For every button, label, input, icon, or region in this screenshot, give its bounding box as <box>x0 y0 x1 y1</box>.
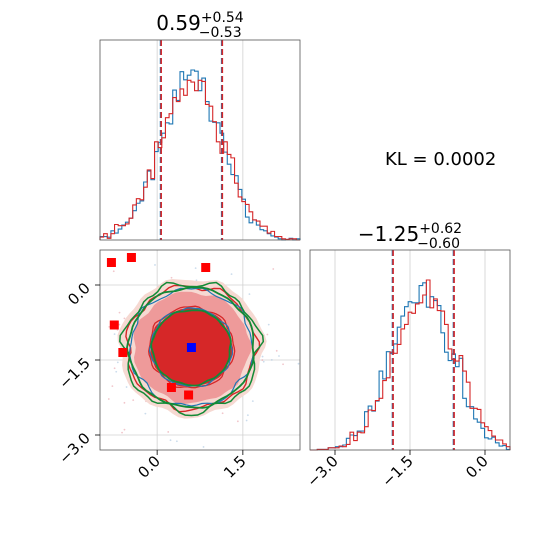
kl-annotation: KL = 0.0002 <box>385 149 496 170</box>
scatter-point <box>230 273 233 276</box>
scatter-point <box>132 399 135 402</box>
right-title-median: −1.25 <box>358 222 419 246</box>
x-tick-label: −1.5 <box>378 452 416 490</box>
histogram-series-1 <box>310 279 511 451</box>
histogram-series-1 <box>99 79 300 241</box>
scatter-point <box>261 359 264 361</box>
scatter-point <box>123 401 126 404</box>
blue-square-marker <box>186 343 196 352</box>
scatter-point <box>93 358 95 360</box>
scatter-point <box>202 446 205 448</box>
top-title-median: 0.59 <box>156 11 201 35</box>
red-square-marker <box>118 348 128 357</box>
right-title-lower: −0.60 <box>417 236 460 252</box>
scatter-point <box>121 431 123 434</box>
scatter-point <box>195 279 198 282</box>
green-contour-jagged <box>119 281 265 417</box>
scatter-point <box>144 412 147 415</box>
scatter-point <box>167 431 170 433</box>
scatter-point <box>154 264 156 266</box>
joint-panel: 0.0 1.5 0.0 −1.5 −3.0 <box>55 249 308 482</box>
x-tick-label: 0.0 <box>462 452 492 482</box>
red-square-marker <box>106 258 116 267</box>
scatter-point <box>262 360 265 363</box>
red-square-marker <box>201 263 211 272</box>
scatter-point <box>194 267 197 270</box>
scatter-point <box>175 440 178 443</box>
scatter-point <box>270 358 273 361</box>
scatter-point <box>92 353 94 355</box>
scatter-point <box>112 270 115 273</box>
red-square-marker <box>126 253 136 262</box>
joint-markers <box>106 253 211 400</box>
green-contour-outer <box>126 286 255 409</box>
scatter-point <box>169 439 172 442</box>
histogram-series-0 <box>99 69 301 241</box>
scatter-point <box>113 333 116 336</box>
right-title-upper: +0.62 <box>419 221 462 237</box>
scatter-point <box>116 361 119 364</box>
scatter-point <box>261 355 264 358</box>
joint-axes-frame <box>99 249 301 451</box>
blue-contour-outer <box>128 287 255 407</box>
green-contour-inner <box>150 309 232 387</box>
blue-contour-inner <box>148 307 234 388</box>
scatter-point <box>115 370 118 373</box>
y-tick-label: 0.0 <box>64 279 94 309</box>
scatter-point <box>84 326 86 328</box>
scatter-point <box>125 386 128 388</box>
right-histograms <box>310 279 511 451</box>
top-panel: 0.59+0.54 −0.53 <box>99 10 301 241</box>
y-tick-label: −3.0 <box>55 429 93 467</box>
top-quantile-lines <box>159 40 224 240</box>
scatter-point <box>267 323 270 326</box>
right-gridlines <box>334 250 486 450</box>
red-square-marker <box>184 390 194 400</box>
y-tick-label: −1.5 <box>55 354 93 392</box>
scatter-point <box>248 293 251 296</box>
scatter-point <box>55 405 57 407</box>
scatter-point <box>123 428 126 431</box>
scatter-point <box>282 363 284 366</box>
scatter-point <box>107 398 110 400</box>
red-square-marker <box>166 383 176 392</box>
x-tick-label: 0.0 <box>134 452 164 482</box>
right-panel: −3.0 −1.5 0.0 −1.25+0.62 −0.60 <box>303 221 511 491</box>
scatter-point <box>251 400 254 403</box>
scatter-point <box>91 275 93 277</box>
scatter-point <box>297 362 300 365</box>
scatter-point <box>108 326 111 328</box>
top-gridlines <box>156 40 244 240</box>
scatter-point <box>236 420 239 423</box>
x-tick-label: −3.0 <box>303 452 341 490</box>
right-panel-title: −1.25+0.62 −0.60 <box>358 221 462 252</box>
right-quantile-lines <box>391 250 455 450</box>
top-panel-title: 0.59+0.54 −0.53 <box>156 10 244 41</box>
scatter-point <box>118 323 121 326</box>
scatter-point <box>118 311 121 314</box>
scatter-point <box>170 276 173 279</box>
right-ticks: −3.0 −1.5 0.0 <box>303 450 492 491</box>
scatter-point <box>306 431 308 433</box>
scatter-point <box>275 349 278 352</box>
top-histograms <box>99 69 301 241</box>
top-axes-frame <box>99 39 301 241</box>
scatter-point <box>272 268 275 270</box>
scatter-point <box>221 412 224 415</box>
scatter-point <box>278 355 280 357</box>
top-title-upper: +0.54 <box>201 10 244 26</box>
scatter-point <box>266 333 269 336</box>
red-square-marker <box>109 320 119 330</box>
scatter-point <box>123 317 126 320</box>
scatter-point <box>111 385 114 388</box>
scatter-point <box>246 414 249 417</box>
scatter-point <box>245 419 248 422</box>
scatter-point <box>113 367 116 370</box>
top-title-lower: −0.53 <box>199 25 242 41</box>
x-tick-label: 1.5 <box>220 452 250 482</box>
